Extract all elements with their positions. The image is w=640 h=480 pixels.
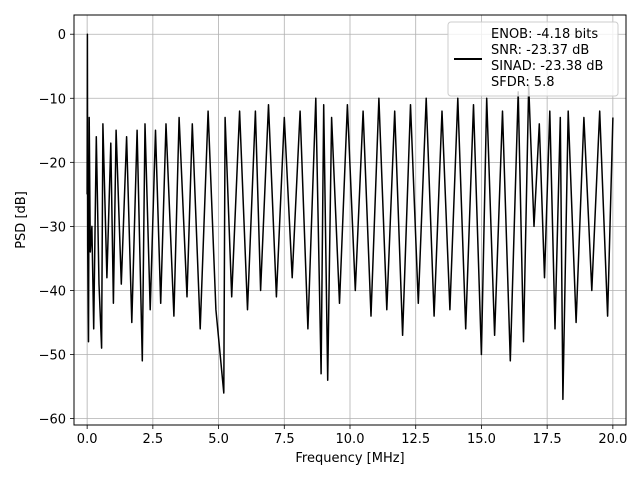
legend-line-snr: SNR: -23.37 dB xyxy=(491,43,589,58)
x-tick-label: 2.5 xyxy=(143,432,164,447)
y-tick-label: −10 xyxy=(39,92,66,107)
x-tick-label: 7.5 xyxy=(274,432,295,447)
y-tick-label: −50 xyxy=(39,349,66,364)
series-group xyxy=(86,33,614,401)
y-tick-label: −60 xyxy=(39,413,66,428)
y-axis-label: PSD [dB] xyxy=(14,191,29,249)
legend: ENOB: -4.18 bits SNR: -23.37 dB SINAD: -… xyxy=(447,21,619,97)
y-tick-label: −40 xyxy=(39,284,66,299)
x-tick-label: 20.0 xyxy=(598,432,627,447)
x-tick-label: 12.5 xyxy=(401,432,430,447)
x-axis-label: Frequency [MHz] xyxy=(295,451,404,466)
x-tick-label: 17.5 xyxy=(533,432,562,447)
legend-line-sfdr: SFDR: 5.8 xyxy=(491,75,555,90)
legend-box xyxy=(447,21,619,97)
x-tick-label: 15.0 xyxy=(467,432,496,447)
legend-line-sinad: SINAD: -23.38 dB xyxy=(491,59,603,74)
y-tick-label: 0 xyxy=(58,28,66,43)
y-axis: 0 −10 −20 −30 −40 −50 −60 xyxy=(39,28,74,428)
legend-line-enob: ENOB: -4.18 bits xyxy=(491,27,598,42)
y-tick-label: −20 xyxy=(39,156,66,171)
x-tick-label: 10.0 xyxy=(336,432,365,447)
y-tick-label: −30 xyxy=(39,220,66,235)
series-line-0 xyxy=(86,33,614,401)
x-axis: 0.0 2.5 5.0 7.5 10.0 12.5 15.0 17.5 20.0 xyxy=(77,425,627,447)
x-tick-label: 0.0 xyxy=(77,432,98,447)
x-tick-label: 5.0 xyxy=(208,432,229,447)
